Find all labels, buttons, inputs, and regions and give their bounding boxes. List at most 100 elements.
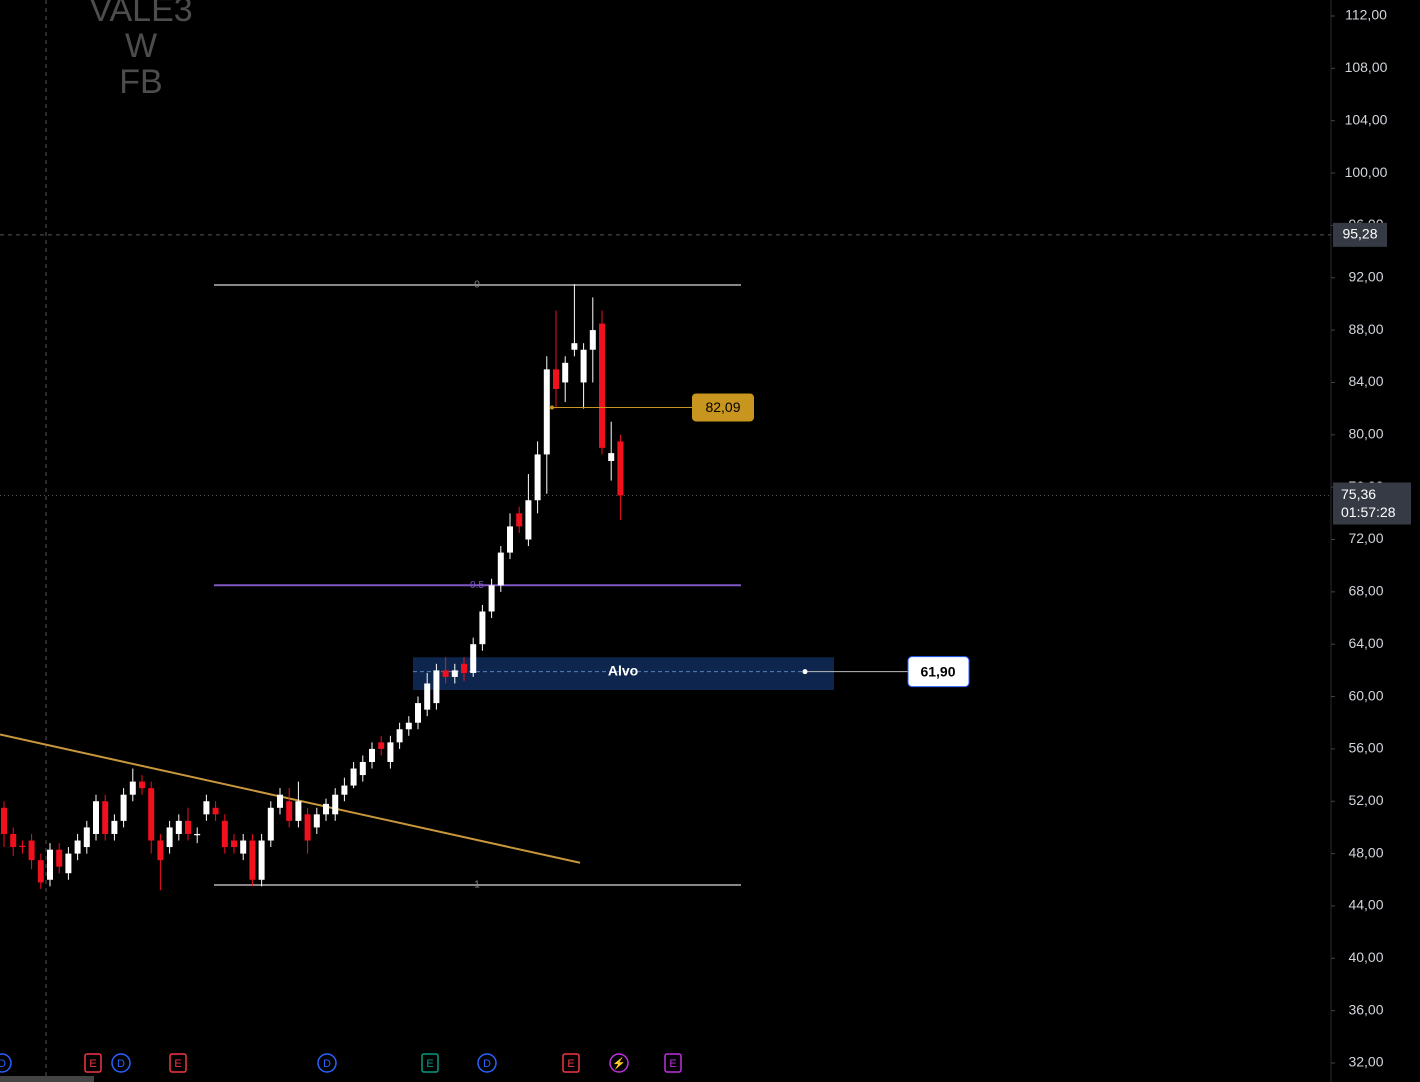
y-tick-label: 48,00 (1348, 844, 1383, 860)
candle-body (313, 814, 320, 828)
event-icon (317, 1053, 337, 1073)
candle-body (516, 513, 523, 527)
event-icon (111, 1053, 131, 1073)
candle-body (405, 722, 412, 730)
y-tick-label: 108,00 (1345, 59, 1388, 75)
price-marker-dot (550, 405, 554, 410)
candle-body (102, 801, 109, 834)
y-tick-label: 52,00 (1348, 792, 1383, 808)
y-tick-label: 84,00 (1348, 373, 1383, 389)
event-label: D (483, 1058, 491, 1070)
y-tick-label: 60,00 (1348, 687, 1383, 703)
y-tick-label: 100,00 (1345, 164, 1388, 180)
candle-body (212, 807, 219, 815)
price-marker-label: 82,09 (705, 399, 740, 415)
candle-body (497, 552, 504, 586)
candle-body (148, 788, 155, 841)
candle-body (83, 827, 90, 848)
candle-body (341, 785, 348, 795)
candle-body (507, 526, 513, 553)
candle-body (65, 853, 72, 874)
candle-body (387, 742, 394, 762)
candle-body (424, 683, 431, 710)
candle-body (378, 742, 385, 749)
event-label: D (117, 1058, 125, 1070)
event-label: D (0, 1058, 6, 1070)
candle-body (369, 748, 375, 762)
candle-body (304, 814, 311, 841)
event-label: ⚡ (612, 1057, 626, 1070)
candle-body (323, 803, 329, 815)
candle-body (415, 703, 421, 723)
candle-body (580, 349, 587, 383)
y-tick-label: 104,00 (1345, 111, 1388, 127)
candle-body (185, 820, 191, 834)
candle-body (599, 323, 605, 448)
candle-body (240, 840, 247, 854)
candle-body (1, 807, 7, 834)
fib-label: 0 (474, 280, 480, 291)
event-label: E (426, 1058, 433, 1070)
y-tick-label: 80,00 (1348, 426, 1383, 442)
scrollbar (0, 1076, 94, 1082)
event-icon (609, 1053, 629, 1073)
candle-body (175, 820, 182, 834)
y-tick-label: 64,00 (1348, 635, 1383, 651)
candle-body (203, 801, 210, 815)
candle-body (396, 729, 403, 743)
event-label: D (323, 1058, 331, 1070)
target-zone-label: Alvo (608, 662, 638, 678)
target-price-box (907, 656, 970, 688)
candle-body (470, 644, 477, 673)
candle-body (37, 860, 44, 883)
price-marker-box (692, 393, 754, 422)
candle-body (617, 441, 624, 496)
candle-body (433, 670, 440, 704)
candle-body (589, 330, 596, 350)
candle-body (350, 768, 357, 786)
candle-body (166, 827, 173, 848)
candle-body (608, 453, 615, 461)
candle-body (488, 585, 495, 612)
candle-body (461, 663, 467, 673)
candle-body (231, 840, 237, 848)
event-icon (477, 1053, 497, 1073)
event-label: E (567, 1058, 574, 1070)
y-tick-label: 72,00 (1348, 530, 1383, 546)
crosshair-price-box (1333, 222, 1387, 247)
candle-body (120, 794, 127, 821)
candle-body (332, 794, 339, 815)
trendline (0, 733, 581, 864)
candle-body (267, 807, 274, 841)
candle-body (277, 794, 283, 808)
candle-body (562, 362, 569, 383)
candle-body (221, 820, 228, 848)
fib-label: 1 (474, 880, 480, 891)
candle-body (258, 840, 265, 880)
candle-body (295, 801, 302, 821)
y-tick-label: 40,00 (1348, 949, 1383, 965)
candle-body (479, 611, 486, 645)
symbol-title: W (125, 27, 157, 65)
event-label: E (174, 1058, 181, 1070)
event-icon (169, 1053, 187, 1073)
crosshair-price-label: 95,28 (1342, 226, 1377, 242)
y-tick-label: 32,00 (1348, 1054, 1383, 1070)
candle-body (74, 840, 81, 854)
candle-body (157, 840, 164, 861)
symbol-title: VALE3 (89, 0, 192, 29)
last-price-label: 75,36 (1341, 486, 1376, 502)
candle-body (543, 369, 550, 455)
last-price-box (1333, 482, 1411, 525)
candle-body (249, 840, 256, 880)
candle-body (194, 833, 201, 836)
event-icon (84, 1053, 102, 1073)
target-zone (413, 657, 834, 691)
y-tick-label: 68,00 (1348, 583, 1383, 599)
event-icon (0, 1053, 12, 1073)
candle-body (19, 845, 26, 848)
candle-body (534, 454, 541, 501)
symbol-title: FB (119, 63, 162, 101)
candle-body (93, 801, 99, 834)
